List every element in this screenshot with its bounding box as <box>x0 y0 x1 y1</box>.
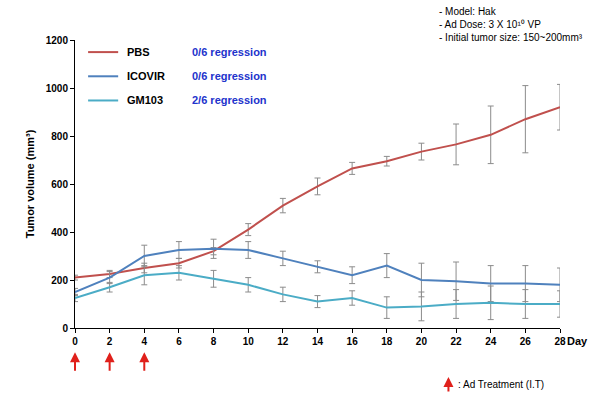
svg-text:22: 22 <box>451 336 463 347</box>
svg-text:16: 16 <box>347 336 359 347</box>
svg-text:200: 200 <box>51 275 68 286</box>
svg-text:0/6 regression: 0/6 regression <box>192 46 267 58</box>
svg-text:ICOVIR: ICOVIR <box>127 70 165 82</box>
svg-text:PBS: PBS <box>127 46 150 58</box>
svg-text:1000: 1000 <box>46 83 69 94</box>
svg-text:24: 24 <box>485 336 497 347</box>
svg-text:Day: Day <box>567 335 588 347</box>
svg-text:0: 0 <box>72 336 78 347</box>
svg-text:Tumor volume (mm³): Tumor volume (mm³) <box>24 129 36 238</box>
svg-text:26: 26 <box>520 336 532 347</box>
svg-text:400: 400 <box>51 227 68 238</box>
svg-text:8: 8 <box>211 336 217 347</box>
svg-text:2: 2 <box>107 336 113 347</box>
svg-text:6: 6 <box>176 336 182 347</box>
svg-text:2/6 regression: 2/6 regression <box>192 94 267 106</box>
svg-text:800: 800 <box>51 131 68 142</box>
svg-text:20: 20 <box>416 336 428 347</box>
svg-text:10: 10 <box>243 336 255 347</box>
svg-text:0/6 regression: 0/6 regression <box>192 70 267 82</box>
svg-text:28: 28 <box>554 336 566 347</box>
svg-text:14: 14 <box>312 336 324 347</box>
svg-text:- Model: Hak- Ad Dose: 3 X 10¹: - Model: Hak- Ad Dose: 3 X 10¹⁰ VP- Init… <box>439 6 583 43</box>
svg-text:GM103: GM103 <box>127 94 163 106</box>
svg-text:0: 0 <box>62 323 68 334</box>
svg-text:18: 18 <box>381 336 393 347</box>
svg-text:: Ad Treatment (I.T): : Ad Treatment (I.T) <box>458 379 544 390</box>
svg-text:1200: 1200 <box>46 35 69 46</box>
svg-text:600: 600 <box>51 179 68 190</box>
svg-text:4: 4 <box>142 336 148 347</box>
svg-text:12: 12 <box>277 336 289 347</box>
